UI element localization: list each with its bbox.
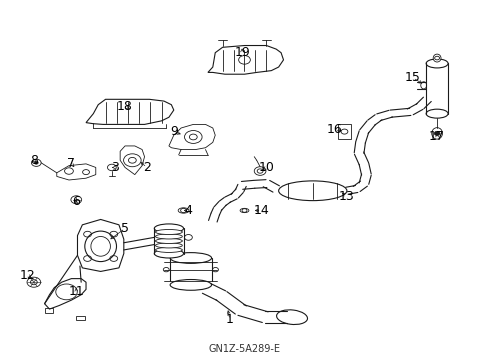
Ellipse shape [276, 310, 307, 324]
Bar [337, 125, 350, 139]
Ellipse shape [91, 237, 110, 256]
Text: GN1Z-5A289-E: GN1Z-5A289-E [208, 343, 280, 354]
Text: 9: 9 [169, 125, 177, 138]
Ellipse shape [278, 181, 346, 201]
Bar [44, 309, 53, 313]
Text: 5: 5 [121, 222, 129, 235]
Text: 16: 16 [326, 123, 342, 136]
Ellipse shape [178, 208, 188, 213]
Text: 8: 8 [30, 154, 38, 167]
Ellipse shape [240, 208, 248, 213]
Text: 7: 7 [67, 157, 75, 170]
Text: 17: 17 [428, 130, 444, 144]
Ellipse shape [420, 82, 426, 89]
Ellipse shape [155, 247, 182, 252]
Circle shape [30, 280, 37, 285]
Ellipse shape [170, 279, 211, 290]
Bar [76, 316, 85, 320]
Ellipse shape [155, 234, 182, 239]
Text: 2: 2 [143, 161, 151, 174]
Ellipse shape [432, 54, 440, 62]
Ellipse shape [154, 224, 183, 233]
Text: 12: 12 [20, 269, 35, 282]
Ellipse shape [155, 229, 182, 234]
Text: 1: 1 [225, 313, 233, 327]
Text: 15: 15 [404, 71, 420, 84]
Text: 10: 10 [258, 161, 274, 174]
Ellipse shape [84, 231, 116, 262]
Ellipse shape [431, 128, 442, 139]
Text: 11: 11 [68, 285, 84, 298]
Text: 6: 6 [72, 195, 80, 208]
Ellipse shape [155, 238, 182, 243]
Text: 3: 3 [111, 161, 119, 174]
Text: 14: 14 [253, 204, 269, 217]
Circle shape [34, 161, 38, 164]
Ellipse shape [154, 249, 183, 258]
Ellipse shape [170, 253, 211, 264]
Ellipse shape [155, 243, 182, 248]
Text: 4: 4 [184, 204, 192, 217]
Text: 19: 19 [234, 46, 249, 59]
Circle shape [433, 131, 439, 135]
Text: 13: 13 [338, 190, 354, 203]
Text: 18: 18 [117, 100, 133, 113]
